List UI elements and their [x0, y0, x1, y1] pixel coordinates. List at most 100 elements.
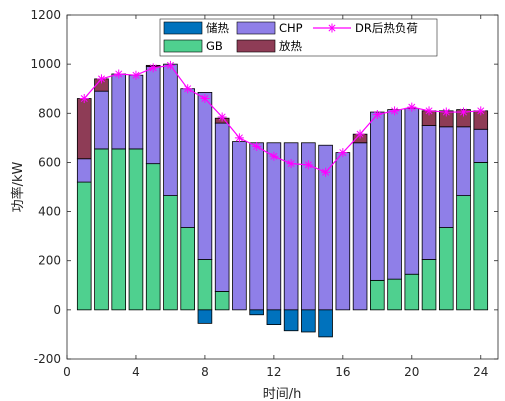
legend-swatch-release	[236, 39, 276, 53]
bar-gb-5	[145, 163, 161, 311]
bar-chp-16	[335, 152, 351, 311]
bar-chp-1	[76, 158, 92, 183]
dr-load-point-2	[96, 74, 106, 84]
legend-label-gb: GB	[206, 39, 223, 53]
x-tick-label-0: 0	[63, 365, 71, 379]
dr-load-point-14	[303, 160, 313, 170]
legend-swatch-storage	[163, 21, 203, 35]
bar-chp-5	[145, 66, 161, 165]
legend-marker-dr-load	[327, 23, 337, 33]
dr-load-point-8	[200, 94, 210, 104]
bar-gb-23	[456, 195, 471, 311]
bar-gb-24	[473, 162, 489, 311]
y-tick-label-200: 200	[38, 254, 61, 268]
bar-chp-21	[421, 125, 437, 260]
bar-gb-4	[128, 148, 144, 311]
bar-gb-18	[370, 279, 385, 311]
bar-chp-9	[214, 122, 230, 292]
bar-chp-4	[128, 74, 144, 150]
bar-chp-12	[266, 142, 282, 311]
x-tick-label-20: 20	[404, 365, 419, 379]
y-tick-label--200: -200	[34, 352, 61, 366]
bar-chp-10	[232, 141, 247, 311]
dr-load-point-3	[114, 69, 124, 79]
y-tick-label-0: 0	[53, 303, 61, 317]
dr-load-point-7	[183, 84, 193, 94]
bar-gb-7	[180, 227, 195, 311]
dr-load-point-21	[424, 106, 434, 116]
bar-gb-8	[197, 259, 213, 311]
bar-chp-19	[387, 109, 402, 280]
legend-label-storage: 储热	[206, 21, 229, 35]
bar-chp-6	[163, 63, 178, 196]
bar-storage-14	[301, 309, 316, 333]
legend-label-chp: CHP	[279, 21, 303, 35]
bar-storage-12	[266, 309, 282, 326]
axes-frame	[66, 14, 499, 360]
x-axis-title: 时间/h	[263, 387, 302, 401]
bar-chp-17	[352, 142, 368, 311]
y-tick-label-800: 800	[38, 106, 61, 120]
bar-chp-8	[197, 92, 213, 260]
bar-gb-21	[421, 259, 437, 311]
bar-storage-11	[249, 309, 264, 316]
x-tick-label-8: 8	[201, 365, 209, 379]
bar-chp-18	[370, 111, 385, 281]
bar-chp-7	[180, 88, 195, 228]
dr-load-point-16	[338, 148, 348, 158]
bar-chp-22	[438, 126, 454, 228]
x-tick-label-16: 16	[335, 365, 350, 379]
dr-load-point-10	[234, 133, 244, 143]
bar-gb-9	[214, 291, 230, 311]
dr-load-point-1	[79, 94, 89, 104]
bars-layer	[76, 63, 489, 338]
x-tick-label-4: 4	[132, 365, 140, 379]
dr-load-point-19	[390, 106, 400, 116]
bar-chp-11	[249, 142, 264, 311]
bar-gb-6	[163, 195, 178, 311]
x-tick-label-12: 12	[266, 365, 281, 379]
dr-load-point-12	[269, 151, 279, 161]
bar-storage-8	[197, 309, 213, 324]
legend-label-release: 放热	[279, 39, 302, 53]
bar-gb-1	[76, 181, 92, 311]
dr-load-point-15	[321, 167, 331, 177]
dr-load-point-9	[217, 112, 227, 122]
dr-load-point-5	[148, 63, 158, 73]
y-tick-label-1000: 1000	[30, 57, 61, 71]
bar-chp-24	[473, 128, 489, 163]
bar-gb-19	[387, 278, 402, 311]
bar-gb-22	[438, 227, 454, 311]
dr-load-point-11	[252, 141, 262, 151]
bar-chp-3	[111, 73, 127, 150]
y-tick-label-400: 400	[38, 205, 61, 219]
dr-load-point-24	[476, 106, 486, 116]
bar-gb-2	[94, 148, 109, 311]
dr-load-point-23	[459, 107, 469, 117]
bar-storage-15	[318, 309, 333, 338]
y-tick-label-1200: 1200	[30, 8, 61, 22]
bar-gb-20	[404, 273, 420, 311]
legend-swatch-gb	[163, 39, 203, 53]
x-tick-label-24: 24	[473, 365, 488, 379]
bar-release-1	[76, 98, 92, 160]
dr-load-point-13	[286, 159, 296, 169]
bar-chp-23	[456, 126, 471, 197]
bar-gb-3	[111, 148, 127, 311]
legend-box	[159, 18, 438, 57]
legend-label-dr-load: DR后热负荷	[355, 21, 418, 35]
dr-load-line	[83, 64, 481, 173]
legend: 储热 CHP DR后热负荷 GB 放热	[159, 18, 438, 57]
dr-load-point-17	[355, 129, 365, 139]
line-layer	[79, 60, 486, 177]
dr-load-point-22	[441, 107, 451, 117]
bar-storage-13	[283, 309, 299, 332]
dr-load-point-6	[165, 60, 175, 70]
legend-swatch-chp	[236, 21, 276, 35]
dr-load-point-18	[372, 110, 382, 120]
dr-load-point-20	[407, 102, 417, 112]
bar-chp-20	[404, 107, 420, 275]
bar-chp-2	[94, 90, 109, 150]
